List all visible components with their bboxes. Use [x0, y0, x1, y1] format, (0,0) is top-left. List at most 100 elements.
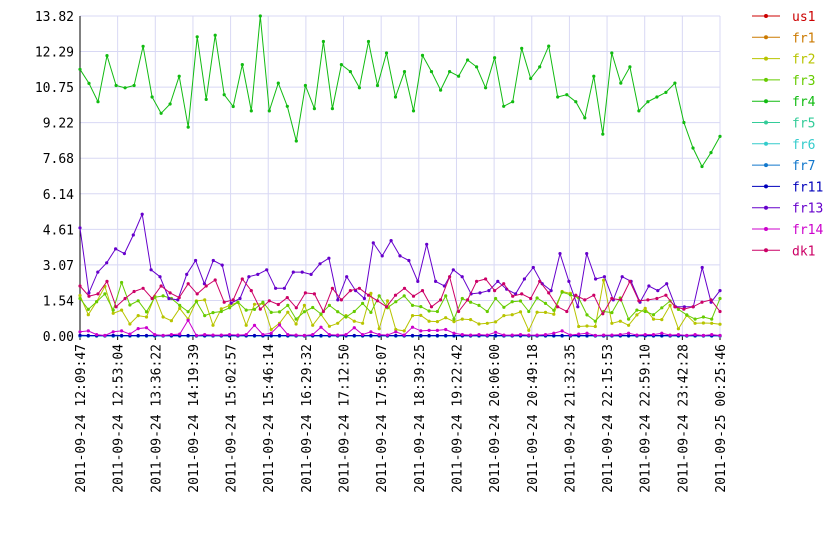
data-point: [402, 329, 406, 333]
data-point: [460, 296, 464, 301]
data-point: [375, 299, 380, 303]
data-point: [178, 332, 182, 336]
data-point: [336, 321, 340, 325]
data-point: [502, 104, 506, 108]
data-point: [494, 296, 498, 301]
legend: us1 fr1 fr2 fr3 fr4 fr5 fr6 fr7 fr11 fr13 fr14 dk1: [752, 10, 823, 259]
legend-item-fr2: fr2: [752, 53, 815, 68]
data-point: [583, 298, 587, 302]
data-point: [718, 322, 722, 326]
data-point: [114, 83, 118, 88]
data-point: [168, 102, 172, 106]
data-point: [552, 308, 556, 312]
data-point: [460, 275, 464, 279]
data-point: [535, 333, 539, 337]
data-point: [552, 333, 556, 338]
data-point: [635, 308, 639, 312]
data-point: [319, 325, 323, 329]
data-point: [318, 262, 322, 266]
data-point: [244, 323, 248, 327]
data-point: [96, 270, 100, 274]
data-point: [140, 212, 144, 216]
data-point: [178, 306, 182, 310]
data-point: [186, 125, 190, 129]
data-point: [141, 44, 145, 48]
data-point: [361, 333, 365, 337]
data-point: [531, 265, 535, 270]
data-point: [419, 313, 423, 317]
data-point: [466, 298, 470, 302]
data-point: [222, 93, 226, 97]
data-point: [469, 300, 473, 304]
data-point: [204, 284, 208, 288]
data-point: [585, 313, 589, 317]
data-point: [452, 320, 456, 324]
data-point: [602, 333, 606, 337]
data-point: [646, 298, 650, 302]
data-point: [620, 275, 624, 279]
data-point: [136, 314, 140, 318]
data-point: [439, 88, 443, 92]
data-point: [522, 277, 527, 281]
data-point: [610, 321, 614, 325]
data-point: [369, 330, 373, 334]
x-tick-label: 2011-09-24 13:36:22: [149, 344, 164, 493]
legend-marker: [764, 56, 768, 61]
data-point: [664, 90, 668, 94]
data-point: [311, 323, 315, 327]
data-point: [202, 282, 206, 286]
data-point: [410, 314, 415, 318]
data-point: [685, 333, 689, 338]
data-point: [362, 296, 366, 301]
data-point: [547, 291, 551, 295]
data-point: [123, 296, 127, 301]
data-point: [178, 303, 182, 307]
data-point: [668, 303, 672, 307]
data-point: [610, 296, 614, 301]
data-point: [105, 261, 109, 265]
data-point: [285, 296, 289, 300]
series-line-fr3: [79, 280, 721, 322]
data-point: [402, 70, 407, 74]
data-point: [111, 311, 115, 315]
data-point: [420, 53, 425, 58]
data-point: [435, 328, 439, 332]
legend-marker: [764, 248, 768, 253]
data-point: [676, 307, 681, 311]
data-point: [269, 310, 273, 314]
data-point: [86, 329, 90, 333]
data-point: [710, 317, 714, 321]
data-point: [691, 146, 695, 150]
data-point: [185, 272, 189, 276]
data-point: [258, 307, 262, 311]
data-point: [673, 305, 677, 309]
data-point: [655, 95, 659, 99]
data-point: [685, 313, 689, 317]
data-point: [211, 311, 215, 315]
data-point: [348, 70, 352, 74]
data-point: [402, 333, 406, 337]
data-point: [136, 327, 140, 331]
legend-marker: [764, 163, 768, 168]
data-point: [144, 333, 149, 338]
legend-item-fr7: fr7: [752, 159, 815, 174]
data-point: [211, 258, 215, 263]
data-point: [321, 309, 325, 314]
data-point: [282, 286, 286, 290]
data-point: [95, 333, 99, 337]
x-tick-label: 2011-09-24 17:56:07: [375, 344, 390, 493]
data-point: [444, 333, 448, 338]
data-point: [330, 286, 334, 290]
data-point: [592, 74, 596, 78]
data-point: [361, 301, 365, 305]
data-point: [96, 100, 100, 104]
x-tick-label: 2011-09-24 17:12:50: [338, 344, 353, 493]
data-point: [700, 265, 704, 270]
data-point: [261, 300, 265, 304]
data-point: [141, 286, 145, 290]
data-point: [535, 310, 539, 314]
data-point: [543, 301, 548, 305]
data-point: [665, 282, 669, 286]
series-fr14: [78, 318, 722, 338]
data-point: [87, 81, 91, 85]
